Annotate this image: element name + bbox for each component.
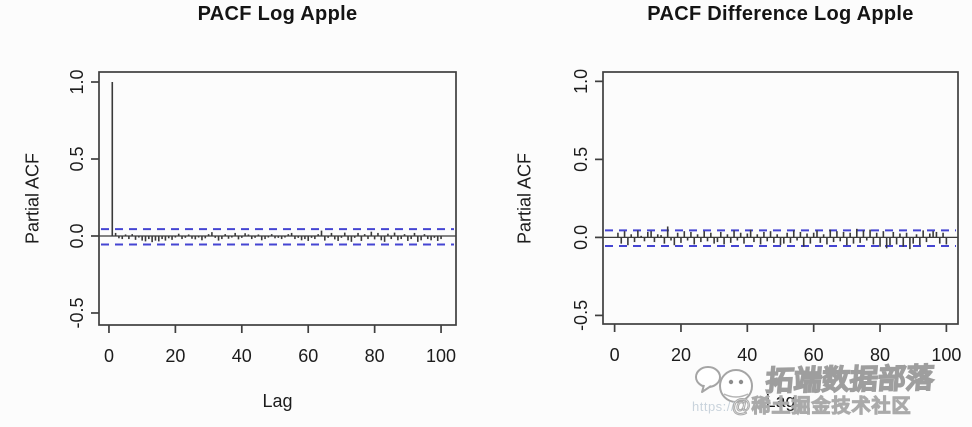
pacf-log-apple-panel: PACF Log Apple Partial ACF 0 20 40 60 80 100 1… <box>23 3 457 411</box>
y-tick-label: 0.5 <box>571 147 591 172</box>
x-axis-label: Lag <box>262 391 293 411</box>
x-tick-label: 40 <box>232 346 252 366</box>
y-tick-label: 1.0 <box>571 69 591 94</box>
y-tick-label: 0.0 <box>67 223 87 248</box>
y-tick-label: 1.0 <box>67 69 87 94</box>
plot-box <box>602 71 959 325</box>
y-tick-label: -0.5 <box>571 300 591 331</box>
pacf-chart-right: 0 20 40 60 80 100 1.0 0.5 0.0 -0.5 <box>571 69 961 365</box>
x-tick-label: 0 <box>610 345 620 365</box>
x-tick-label: 0 <box>104 346 114 366</box>
pacf-chart-left: 0 20 40 60 80 100 1.0 0.5 0.0 -0.5 <box>67 69 457 366</box>
x-tick-label: 100 <box>931 345 961 365</box>
x-tick-label: 20 <box>165 346 185 366</box>
x-tick-label: 60 <box>804 345 824 365</box>
y-tick-label: 0.5 <box>67 146 87 171</box>
plot-box <box>98 71 457 326</box>
x-axis-label: Lag <box>765 391 796 411</box>
y-tick-label: -0.5 <box>67 297 87 328</box>
x-tick-label: 40 <box>737 345 757 365</box>
chart-title: PACF Difference Log Apple <box>647 3 914 25</box>
x-tick-label: 20 <box>671 345 691 365</box>
y-tick-label: 0.0 <box>571 225 591 250</box>
x-tick-label: 100 <box>426 346 456 366</box>
x-tick-label: 80 <box>870 345 890 365</box>
chart-title: PACF Log Apple <box>197 3 358 25</box>
x-tick-label: 80 <box>365 346 385 366</box>
x-tick-label: 60 <box>298 346 318 366</box>
